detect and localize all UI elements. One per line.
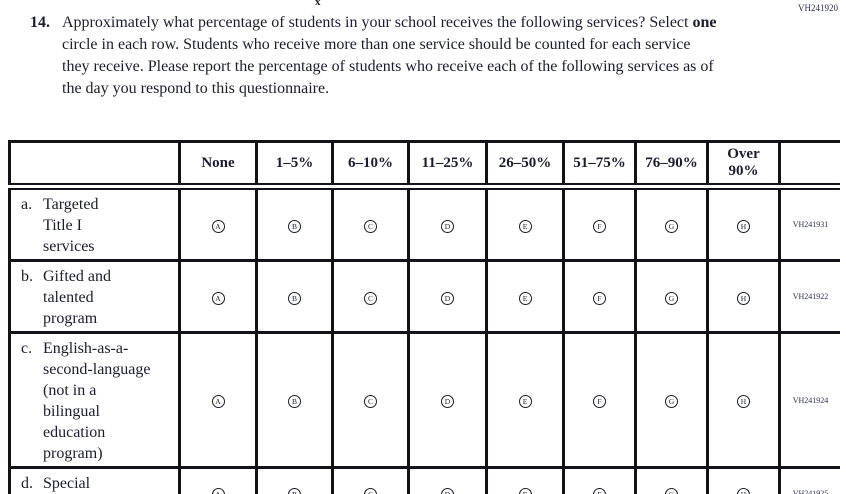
option-circle-f[interactable]: F [593,488,606,494]
option-circle-c[interactable]: C [364,291,377,305]
row-label-line: Title I [43,217,82,234]
option-circle-d[interactable]: D [441,488,454,494]
row-label: a. Targeted Title I services [8,185,181,262]
option-circle-f[interactable]: F [593,219,606,233]
option-circle-b[interactable]: B [288,219,301,233]
option-circle-a[interactable]: A [211,219,225,233]
form-item-code: VH241920 [798,3,838,13]
question-number: 14. [30,14,50,31]
row-label-line: services [43,238,95,255]
option-circle-f[interactable]: F [593,395,606,409]
header-row: None 1–5% 6–10% 11–25% 26–50% 51–75% 76–… [8,140,840,190]
option-circle-e[interactable]: E [518,291,532,305]
option-circle-g[interactable]: G [665,219,678,233]
option-circle-g[interactable]: G [665,488,678,494]
row-label-line: (not in a [43,382,97,399]
header-11-25: 11–25% [407,140,488,190]
option-circle-e[interactable]: E [518,219,532,233]
header-76-90: 76–90% [634,140,709,190]
option-circle-d[interactable]: D [441,395,454,409]
row-label-text: English-as-a- second-language (not in a … [43,338,151,464]
row-letter: c. [21,340,33,357]
option-circle-g[interactable]: G [665,291,678,305]
row-letter: a. [21,196,33,213]
option-circle-h[interactable]: H [737,395,750,409]
table-row-gifted-talented: b. Gifted and talented program A B C D E… [8,259,840,334]
option-circle-a[interactable]: A [211,488,225,494]
header-26-50: 26–50% [485,140,565,190]
header-51-75: 51–75% [562,140,637,190]
row-label-line: English-as-a- [43,340,129,357]
row-item-code: VH241922 [778,259,840,334]
row-label-line: Special [43,475,91,492]
row-label-line: Gifted and [43,268,111,285]
row-label: d. Special education [8,466,181,494]
option-circle-h[interactable]: H [737,488,750,494]
option-circle-a[interactable]: A [211,291,225,305]
row-label: c. English-as-a- second-language (not in… [8,331,181,469]
cropped-text-fragment: x [315,0,321,8]
question-text-part1: Approximately what percentage of student… [62,14,693,31]
row-letter: b. [21,268,33,285]
option-circle-b[interactable]: B [288,291,301,305]
option-circle-e[interactable]: E [518,395,532,409]
option-circle-b[interactable]: B [288,488,301,494]
row-label-line: bilingual [43,403,100,420]
row-item-code: VH241925 [778,466,840,494]
header-stub-cell [8,140,181,190]
header-code-cell [778,140,840,190]
option-circle-c[interactable]: C [364,395,377,409]
row-label-line: second-language [43,361,151,378]
row-letter: d. [21,475,33,492]
option-circle-h[interactable]: H [737,219,750,233]
question-block: 14. Approximately what percentage of stu… [30,12,730,100]
row-label-text: Gifted and talented program [43,266,111,329]
row-item-code: VH241924 [778,331,840,469]
row-label-line: talented [43,289,94,306]
header-over-90: Over 90% [706,140,781,190]
option-circle-f[interactable]: F [593,291,606,305]
row-label: b. Gifted and talented program [8,259,181,334]
option-circle-b[interactable]: B [288,395,301,409]
row-label-line: education [43,424,106,441]
response-grid: None 1–5% 6–10% 11–25% 26–50% 51–75% 76–… [8,140,840,494]
option-circle-h[interactable]: H [737,291,750,305]
option-circle-a[interactable]: A [211,395,225,409]
option-circle-g[interactable]: G [665,395,678,409]
question-text: Approximately what percentage of student… [62,12,722,100]
header-1-5: 1–5% [255,140,334,190]
question-text-part2: circle in each row. Students who receive… [62,36,714,97]
option-circle-e[interactable]: E [518,488,532,494]
row-label-line: program [43,310,98,327]
question-text-bold-word: one [692,14,717,31]
header-none: None [178,140,258,190]
option-circle-d[interactable]: D [441,291,454,305]
header-6-10: 6–10% [331,140,410,190]
table-row-targeted-title-i: a. Targeted Title I services A B C D E F… [8,185,840,262]
row-item-code: VH241931 [778,185,840,262]
row-label-line: program) [43,445,103,462]
table-row-esl: c. English-as-a- second-language (not in… [8,331,840,469]
row-label-text: Special education [43,473,105,494]
option-circle-d[interactable]: D [441,219,454,233]
option-circle-c[interactable]: C [364,219,377,233]
option-circle-c[interactable]: C [364,488,377,494]
row-label-line: Targeted [43,196,99,213]
row-label-text: Targeted Title I services [43,194,98,257]
table-row-special-education: d. Special education A B C D E F G H VH2… [8,466,840,494]
